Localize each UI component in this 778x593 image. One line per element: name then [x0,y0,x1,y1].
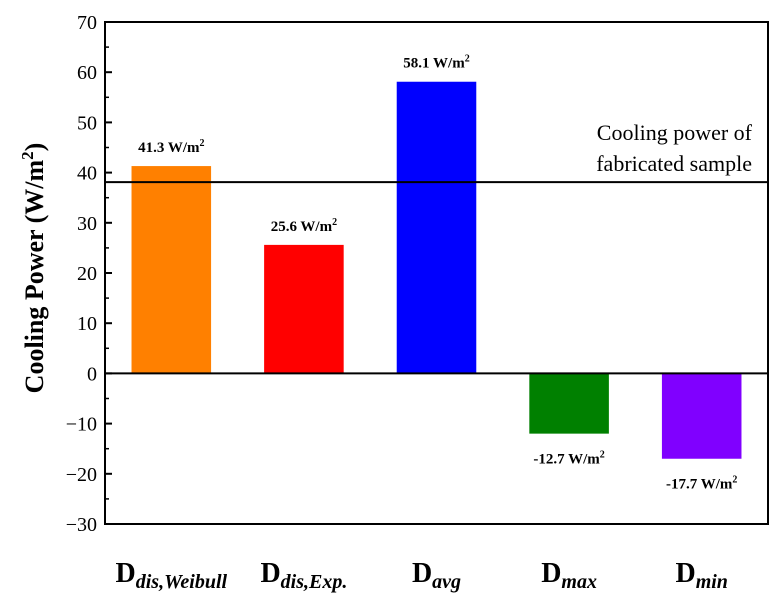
bar-max [529,373,609,434]
bar-value-label: 25.6 W/m2 [271,217,337,235]
bar-value-label: -12.7 W/m2 [533,450,604,468]
bar-avg [396,81,477,374]
x-category-label: Dmin [675,558,727,593]
x-category-label: Dmax [541,558,597,593]
bar-value-label: 58.1 W/m2 [403,54,469,72]
bar-value-labels: 41.3 W/m2 25.6 W/m2 58.1 W/m2 -12.7 W/m2 -17… [138,54,737,493]
y-tick-label: −20 [66,464,97,486]
y-tick-label: 70 [77,12,97,34]
y-tick-label: 50 [77,112,97,134]
x-axis-categories: Ddis,Weibull Ddis,Exp. Davg Dmax Dmin [116,558,728,593]
bars-layer [131,81,742,459]
bar-value-label: -17.7 W/m2 [666,475,737,493]
bar-dis-weibull [131,166,212,374]
y-tick-label: 0 [87,363,97,385]
y-tick-label: 40 [77,163,97,185]
y-axis-ticks: −30 −20 −10 0 10 20 30 40 50 60 70 [66,12,112,536]
reference-line-label-2: fabricated sample [596,151,752,176]
bar-dis-exp- [264,244,344,374]
y-tick-label: −10 [66,414,97,436]
x-category-label: Ddis,Weibull [116,558,228,593]
x-category-label: Ddis,Exp. [260,558,347,593]
y-tick-label: −30 [66,514,97,536]
y-tick-label: 10 [77,313,97,335]
reference-line-label-1: Cooling power of [597,120,753,145]
plot-frame [104,21,769,525]
x-category-label: Davg [412,558,461,593]
y-tick-label: 60 [77,62,97,84]
bar-min [661,373,742,459]
bar-value-label: 41.3 W/m2 [138,138,204,156]
y-tick-label: 30 [77,213,97,235]
y-axis-label: Cooling Power (W/m2) [18,143,49,394]
y-tick-label: 20 [77,263,97,285]
